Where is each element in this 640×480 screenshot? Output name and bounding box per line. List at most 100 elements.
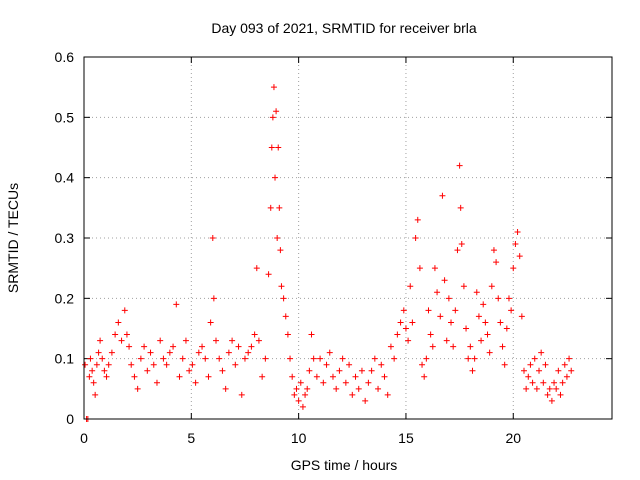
data-point: [101, 367, 108, 374]
data-point: [293, 385, 300, 392]
data-point: [216, 355, 223, 362]
data-point: [262, 355, 269, 362]
data-point: [429, 343, 436, 350]
data-point: [512, 241, 519, 248]
data-point: [267, 204, 274, 211]
data-point: [87, 355, 94, 362]
data-point: [207, 319, 214, 326]
data-point: [431, 265, 438, 272]
data-point: [536, 367, 543, 374]
data-point: [182, 337, 189, 344]
data-point: [299, 403, 306, 410]
data-point: [128, 361, 135, 368]
data-point: [225, 349, 232, 356]
data-point: [566, 355, 573, 362]
data-point: [365, 379, 372, 386]
data-point: [86, 373, 93, 380]
data-points: [82, 84, 575, 422]
y-axis-label: SRMTID / TECUs: [5, 183, 21, 293]
data-point: [202, 355, 209, 362]
data-point: [553, 385, 560, 392]
data-point: [170, 343, 177, 350]
data-point: [157, 337, 164, 344]
data-point: [548, 397, 555, 404]
data-point: [268, 144, 275, 151]
data-point: [407, 283, 414, 290]
data-point: [469, 367, 476, 374]
data-point: [205, 373, 212, 380]
data-point: [557, 391, 564, 398]
data-point: [421, 373, 428, 380]
data-point: [241, 355, 248, 362]
data-point: [302, 391, 309, 398]
data-point: [456, 162, 463, 169]
x-tick-label: 10: [291, 430, 307, 446]
y-tick-label: 0: [66, 411, 74, 427]
data-point: [269, 114, 276, 121]
data-point: [287, 355, 294, 362]
data-point: [297, 379, 304, 386]
x-tick-label: 15: [398, 430, 414, 446]
data-point: [186, 367, 193, 374]
data-point: [475, 313, 482, 320]
y-tick-label: 0.1: [55, 351, 75, 367]
data-point: [213, 337, 219, 344]
data-point: [467, 343, 474, 350]
data-point: [529, 379, 536, 386]
data-point: [317, 355, 324, 362]
data-point: [559, 379, 566, 386]
data-point: [210, 295, 217, 302]
data-point: [277, 247, 284, 254]
data-point: [371, 355, 378, 362]
data-point: [323, 361, 330, 368]
data-point: [313, 373, 320, 380]
data-point: [103, 373, 110, 380]
data-point: [448, 319, 455, 326]
y-tick-label: 0.6: [55, 49, 75, 65]
data-point: [82, 361, 89, 368]
data-point: [245, 349, 252, 356]
data-point: [222, 385, 229, 392]
x-tick-label: 0: [80, 430, 88, 446]
data-point: [525, 373, 532, 380]
data-point: [508, 307, 515, 314]
data-point: [355, 385, 362, 392]
data-point: [295, 397, 302, 404]
data-point: [563, 373, 570, 380]
data-point: [235, 343, 242, 350]
data-point: [497, 319, 504, 326]
data-point: [463, 325, 470, 332]
data-point: [425, 307, 432, 314]
data-point: [531, 355, 538, 362]
data-point: [445, 295, 452, 302]
data-point: [339, 355, 346, 362]
data-point: [166, 349, 173, 356]
data-point: [97, 337, 104, 344]
data-point: [179, 355, 186, 362]
data-point: [326, 349, 333, 356]
data-point: [402, 325, 409, 332]
data-point: [304, 385, 311, 392]
data-point: [368, 367, 375, 374]
data-point: [329, 373, 336, 380]
data-point: [490, 247, 497, 254]
data-point: [540, 379, 547, 386]
y-tick-label: 0.5: [55, 109, 75, 125]
data-point: [441, 277, 448, 284]
data-point: [141, 343, 148, 350]
data-point: [439, 192, 446, 199]
data-point: [126, 343, 133, 350]
data-point: [505, 295, 512, 302]
data-point: [501, 361, 508, 368]
data-point: [320, 379, 327, 386]
data-point: [248, 343, 255, 350]
data-point: [284, 331, 291, 338]
data-point: [282, 313, 289, 320]
data-point: [176, 373, 183, 380]
data-point: [561, 361, 568, 368]
data-point: [551, 379, 558, 386]
data-point: [289, 373, 296, 380]
x-axis-label: GPS time / hours: [291, 457, 398, 473]
data-point: [99, 355, 106, 362]
